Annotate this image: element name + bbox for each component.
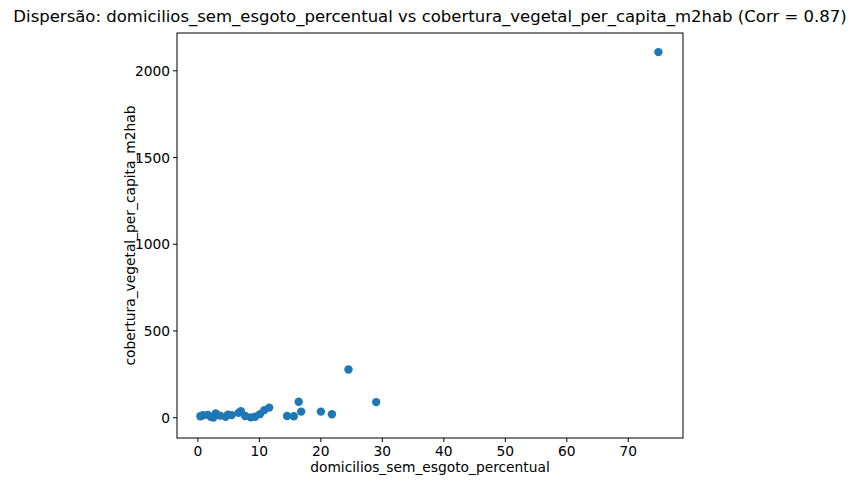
data-point <box>297 407 305 415</box>
y-tick-label: 1000 <box>135 236 170 252</box>
data-point <box>372 398 380 406</box>
x-axis-ticks: 0 10 20 30 40 50 60 70 <box>194 438 638 459</box>
data-point <box>344 365 352 373</box>
plot-canvas: 0 10 20 30 40 50 60 70 0 500 1000 1500 2000 Dispers… <box>0 0 859 490</box>
data-point <box>328 410 336 418</box>
x-tick-label: 70 <box>619 443 637 459</box>
data-point <box>265 403 273 411</box>
y-tick-label: 500 <box>144 323 170 339</box>
y-tick-label: 1500 <box>135 150 170 166</box>
y-tick-label: 0 <box>161 410 170 426</box>
plot-border <box>177 33 683 438</box>
y-tick-label: 2000 <box>135 63 170 79</box>
x-tick-label: 40 <box>435 443 453 459</box>
x-tick-label: 30 <box>374 443 392 459</box>
x-tick-label: 20 <box>312 443 330 459</box>
x-tick-label: 50 <box>497 443 515 459</box>
y-axis-label: cobertura_vegetal_per_capita_m2hab <box>122 105 138 365</box>
data-point <box>317 407 325 415</box>
data-point <box>290 412 298 420</box>
data-point <box>654 48 662 56</box>
x-tick-label: 0 <box>194 443 203 459</box>
scatter-figure: 0 10 20 30 40 50 60 70 0 500 1000 1500 2000 Dispers… <box>0 0 859 490</box>
x-tick-label: 60 <box>558 443 576 459</box>
chart-title: Dispersão: domicilios_sem_esgoto_percent… <box>13 7 846 27</box>
data-point <box>295 398 303 406</box>
x-axis-label: domicilios_sem_esgoto_percentual <box>310 459 550 475</box>
y-axis-ticks: 0 500 1000 1500 2000 <box>135 63 177 426</box>
x-tick-label: 10 <box>251 443 269 459</box>
data-points <box>196 48 662 422</box>
